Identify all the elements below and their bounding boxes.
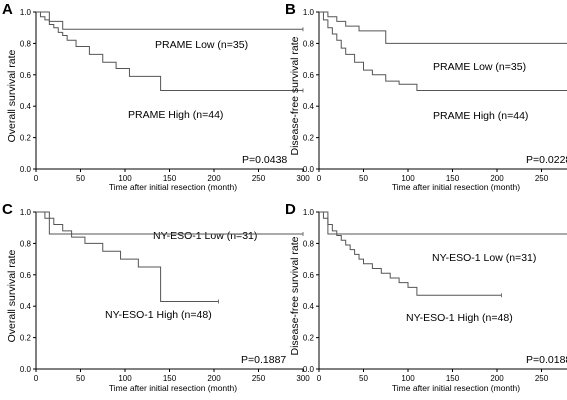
panel-d: D Disease-free survival rate Time after … — [285, 201, 567, 393]
plot-area: 0 50 100 150 200 250 300 0.0 0.2 0.4 0.6 0.8 1.0 — [20, 8, 310, 183]
x-tick-label: 250 — [252, 174, 266, 183]
series-label-high: PRAME High (n=44) — [433, 110, 528, 122]
x-axis-label: Time after initial resection (month) — [392, 182, 520, 192]
km-curve-high — [36, 211, 219, 302]
p-value: P=0.0188 — [526, 354, 567, 366]
x-tick-label: 50 — [359, 374, 368, 383]
km-curve-low — [319, 211, 567, 235]
y-tick-label: 0.6 — [303, 271, 315, 280]
y-axis-label: Overall survival rate — [6, 49, 18, 142]
y-axis-label: Disease-free survival rate — [289, 36, 301, 155]
x-tick-label: 150 — [446, 174, 460, 183]
x-tick-label: 300 — [296, 174, 310, 183]
panel-c: C Overall survival rate Time after initi… — [2, 201, 310, 393]
x-tick-label: 0 — [34, 174, 39, 183]
km-curve-high — [319, 211, 502, 296]
panel-a: A Overall survival rate Time after initi… — [2, 1, 310, 192]
p-value: P=0.0438 — [242, 154, 287, 166]
x-tick-label: 0 — [34, 374, 39, 383]
y-tick-label: 0.0 — [20, 365, 32, 374]
x-tick-label: 150 — [163, 174, 177, 183]
panel-letter: D — [285, 201, 296, 218]
panel-letter: C — [2, 201, 13, 218]
x-tick-label: 200 — [207, 174, 221, 183]
km-curve-high — [36, 11, 303, 91]
x-tick-label: 50 — [359, 174, 368, 183]
y-tick-label: 0.6 — [20, 271, 32, 280]
x-tick-label: 50 — [76, 374, 85, 383]
series-label-low: NY-ESO-1 Low (n=31) — [432, 252, 536, 264]
y-tick-label: 0.2 — [20, 334, 32, 343]
y-tick-label: 0.4 — [303, 102, 315, 111]
x-tick-label: 300 — [296, 374, 310, 383]
x-tick-label: 250 — [535, 374, 549, 383]
x-axis-label: Time after initial resection (month) — [109, 383, 237, 393]
y-tick-label: 0.2 — [303, 334, 315, 343]
x-tick-label: 0 — [317, 374, 322, 383]
x-tick-label: 200 — [490, 374, 504, 383]
y-tick-label: 0.8 — [303, 39, 315, 48]
y-tick-label: 0.4 — [303, 302, 315, 311]
y-tick-label: 0.2 — [20, 134, 32, 143]
series-label-low: PRAME Low (n=35) — [433, 61, 526, 73]
y-tick-label: 0.0 — [20, 165, 32, 174]
x-tick-label: 200 — [490, 174, 504, 183]
series-label-low: NY-ESO-1 Low (n=31) — [153, 230, 257, 242]
y-tick-label: 1.0 — [20, 8, 32, 17]
y-tick-label: 0.8 — [20, 39, 32, 48]
plot-area: 0 50 100 150 200 250 300 0.0 0.2 0.4 0.6 0.8 1.0 — [20, 208, 310, 383]
km-curve-high — [319, 11, 567, 91]
y-tick-label: 0.8 — [20, 239, 32, 248]
x-axis-label: Time after initial resection (month) — [392, 383, 520, 393]
x-tick-label: 200 — [207, 374, 221, 383]
y-tick-label: 0.6 — [303, 71, 315, 80]
y-tick-label: 0.4 — [20, 302, 32, 311]
x-tick-label: 150 — [446, 374, 460, 383]
x-tick-label: 150 — [163, 374, 177, 383]
y-tick-label: 0.8 — [303, 239, 315, 248]
x-tick-label: 50 — [76, 174, 85, 183]
x-axis-label: Time after initial resection (month) — [109, 182, 237, 192]
y-tick-label: 0.2 — [303, 134, 315, 143]
y-tick-label: 1.0 — [303, 8, 315, 17]
panel-letter: A — [2, 1, 13, 18]
p-value: P=0.1887 — [241, 354, 286, 366]
series-label-high: NY-ESO-1 High (n=48) — [105, 309, 212, 321]
y-axis-label: Overall survival rate — [6, 249, 18, 342]
x-tick-label: 100 — [401, 174, 415, 183]
x-tick-label: 0 — [317, 174, 322, 183]
x-tick-label: 250 — [252, 374, 266, 383]
series-label-high: NY-ESO-1 High (n=48) — [406, 312, 513, 324]
x-tick-label: 250 — [535, 174, 549, 183]
y-tick-label: 1.0 — [303, 208, 315, 217]
km-curve-low — [36, 11, 303, 30]
km-curve-low — [319, 11, 567, 44]
x-tick-label: 100 — [401, 374, 415, 383]
y-tick-label: 0.0 — [303, 165, 315, 174]
series-label-high: PRAME High (n=44) — [128, 109, 223, 121]
p-value: P=0.0228 — [526, 154, 567, 166]
y-tick-label: 0.0 — [303, 365, 315, 374]
y-tick-label: 0.6 — [20, 71, 32, 80]
x-tick-label: 100 — [118, 374, 132, 383]
y-axis-label: Disease-free survival rate — [289, 236, 301, 355]
panel-b: B Disease-free survival rate Time after … — [285, 1, 567, 192]
x-tick-label: 100 — [118, 174, 132, 183]
series-label-low: PRAME Low (n=35) — [155, 39, 248, 51]
panel-letter: B — [285, 1, 296, 18]
y-tick-label: 1.0 — [20, 208, 32, 217]
y-tick-label: 0.4 — [20, 102, 32, 111]
